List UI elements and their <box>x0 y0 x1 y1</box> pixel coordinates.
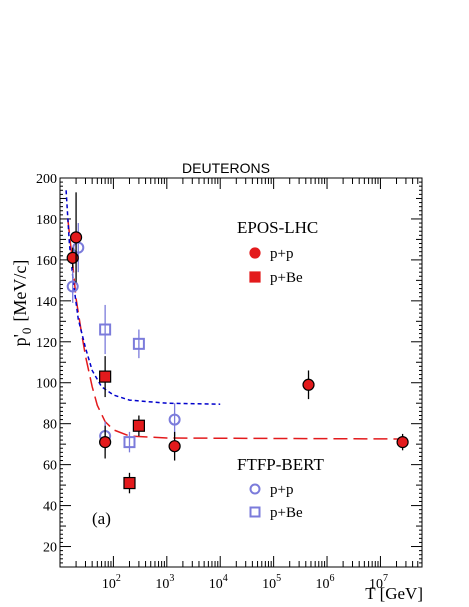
y-tick-label: 20 <box>43 541 57 556</box>
legend: EPOS-LHC p+p p+Be FTFP-BERT p+p p+Be <box>237 218 324 521</box>
x-tick-label: 105 <box>262 573 281 592</box>
legend-entry-label: p+Be <box>270 270 303 286</box>
legend-marker <box>249 247 261 259</box>
y-tick-label: 200 <box>36 172 57 187</box>
ftfp_pp-point <box>66 280 79 293</box>
y-tick-label: 100 <box>36 377 57 392</box>
ftfp_pbe-point <box>99 323 112 336</box>
plot-frame: 20 40 60 80 100 120 140 160 180 200 102 103 104 105 10… <box>36 172 423 592</box>
legend-title: FTFP-BERT <box>237 455 324 474</box>
legend-title: EPOS-LHC <box>237 218 318 237</box>
y-tick-label: 40 <box>43 500 57 515</box>
y-tick-label: 180 <box>36 213 57 228</box>
epos_pbe-point <box>99 370 112 383</box>
epos_pp-point <box>99 436 112 449</box>
svg-text:p'0[MeV/c]: p'0 [MeV/c] <box>10 260 34 347</box>
panel-label: (a) <box>92 509 111 528</box>
x-axis-label: T [GeV] <box>365 584 423 603</box>
x-tick-label: 107 <box>369 573 388 592</box>
epos_pp-point <box>302 378 315 391</box>
epos_pbe-point <box>132 419 145 432</box>
legend-entry-label: p+p <box>270 482 293 498</box>
ftfp_pbe-point <box>132 337 145 350</box>
legend-entry-label: p+Be <box>270 505 303 521</box>
legend-marker <box>249 483 261 495</box>
y-tick-label: 80 <box>43 418 57 433</box>
ftfp_fit-curve <box>65 190 221 405</box>
epos_pp-point <box>396 436 409 449</box>
chart-title: DEUTERONS <box>182 160 270 176</box>
y-tick-label: 140 <box>36 295 57 310</box>
ftfp_pbe-point <box>123 436 136 449</box>
legend-entry-label: p+p <box>270 246 293 262</box>
ftfp_pp-point <box>168 413 181 426</box>
legend-marker <box>249 506 261 518</box>
y-tick-label: 120 <box>36 336 57 351</box>
y-tick-label: 160 <box>36 254 57 269</box>
epos_fit-curve <box>67 218 406 440</box>
x-tick-label: 103 <box>155 573 174 592</box>
epos_pbe-point <box>123 476 136 490</box>
x-tick-label: 102 <box>102 573 121 592</box>
plot-border <box>59 177 423 568</box>
epos_pp-point <box>69 231 83 244</box>
x-tick-label: 106 <box>316 573 335 592</box>
epos_pp-point <box>168 440 181 453</box>
fit-curves <box>65 190 406 440</box>
y-axis-label-unit: [MeV/c] <box>10 260 30 322</box>
y-tick-label: 60 <box>43 459 57 474</box>
y-axis-label-subscript: 0 <box>19 328 34 335</box>
data-points <box>66 192 409 494</box>
y-axis-label: p' <box>10 334 30 346</box>
legend-marker <box>249 271 261 283</box>
x-tick-label: 104 <box>209 573 228 592</box>
